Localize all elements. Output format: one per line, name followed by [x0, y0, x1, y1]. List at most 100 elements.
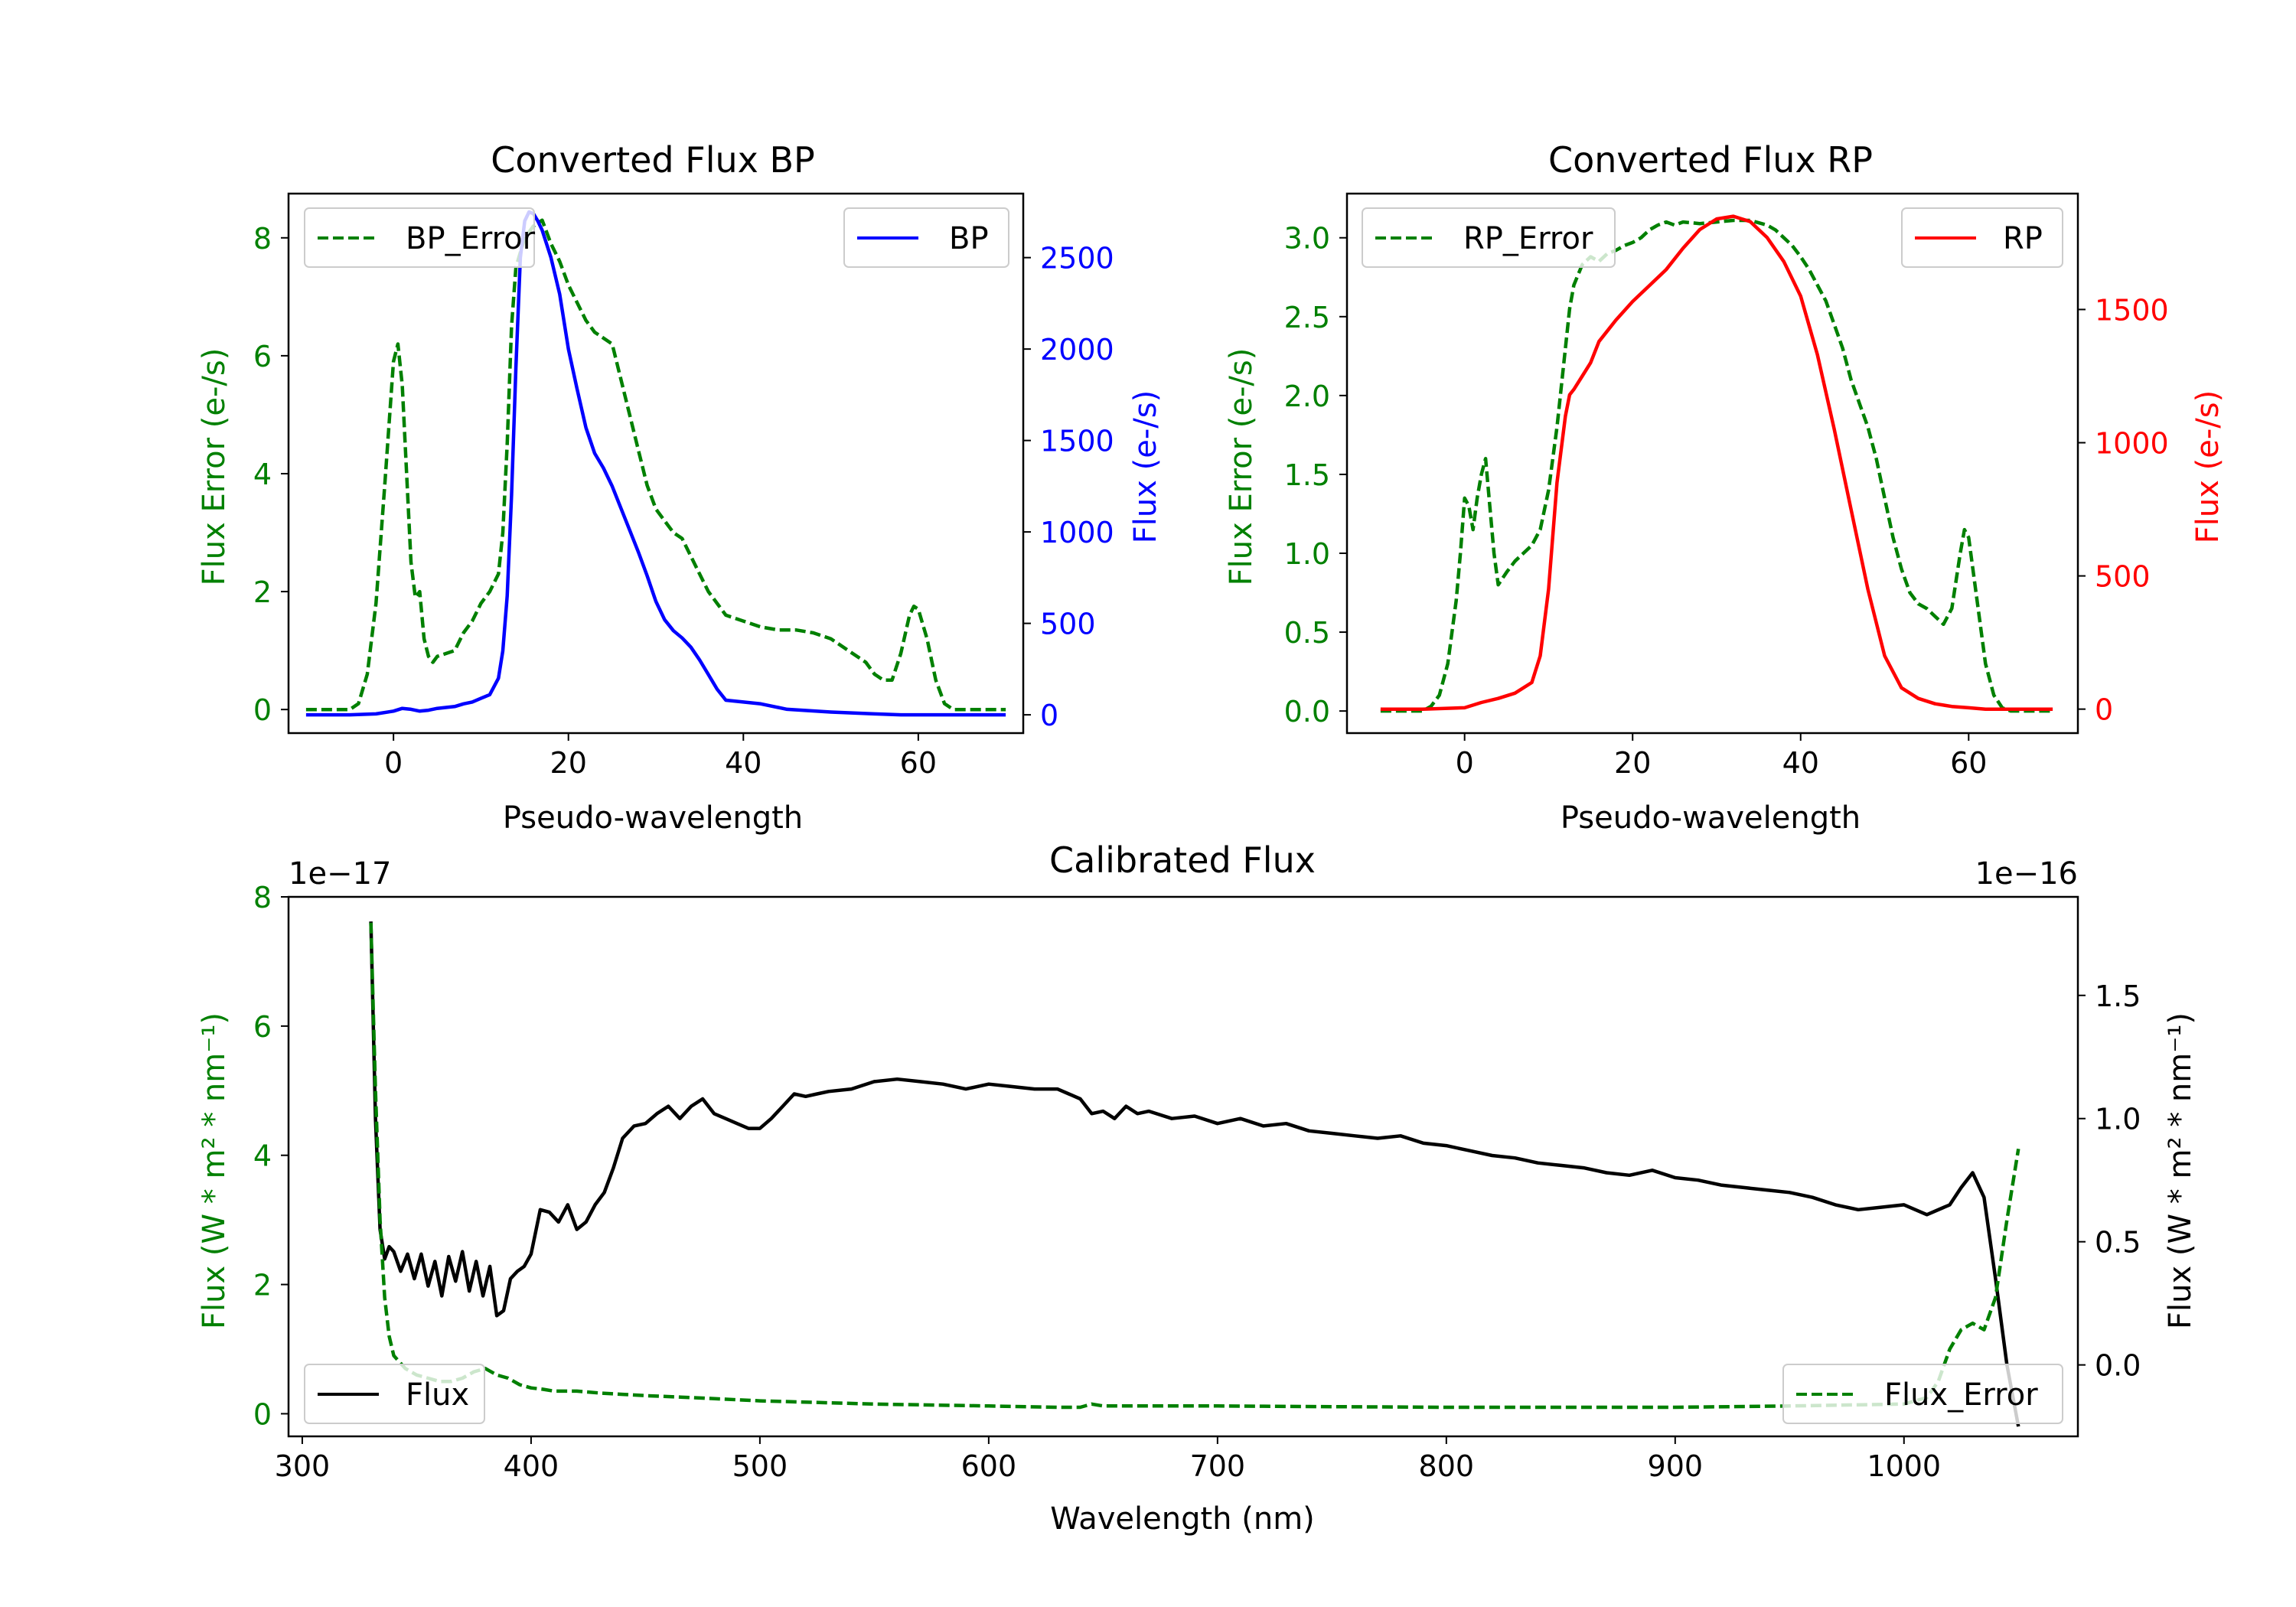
bp-y-right-tick-label: 2500	[1040, 242, 1114, 275]
calibrated-x-tick-label: 300	[275, 1449, 331, 1483]
bp-ylabel-left: Flux Error (e-/s)	[197, 348, 232, 586]
calibrated-x-tick-label: 900	[1648, 1449, 1704, 1483]
calibrated-x-tick-label: 700	[1190, 1449, 1246, 1483]
cal-ylabel-left: Flux (W * m² * nm⁻¹)	[197, 1012, 232, 1329]
rp-ylabel-right: Flux (e-/s)	[2190, 390, 2226, 543]
rp-series-rp-error	[1380, 218, 2053, 713]
rp-legend-right-box	[1901, 207, 2063, 268]
cal-left-offset-text: 1e−17	[289, 856, 391, 892]
rp-x-ticks: 0 20 40 60	[1456, 733, 1987, 780]
bp-legend-left-label: BP_Error	[406, 221, 536, 256]
calibrated-x-tick-label: 600	[961, 1449, 1017, 1483]
bp-legend-right: BP	[843, 207, 1009, 268]
bp-y-right-ticks: 0 500 1000 1500 2000 2500	[1023, 242, 1114, 732]
bp-legend-right-box	[843, 207, 1009, 268]
rp-x-tick-label: 0	[1456, 746, 1474, 780]
bp-y-right-tick-label: 2000	[1040, 333, 1114, 367]
rp-y-right-tick-label: 500	[2095, 560, 2151, 594]
cal-legend-right-label: Flux_Error	[1884, 1377, 2038, 1413]
rp-legend-left-box	[1362, 207, 1616, 268]
cal-right-offset-text: 1e−16	[1975, 856, 2078, 892]
rp-axes-frame	[1345, 192, 2079, 735]
panel-converted-flux-rp: Converted Flux RP Pseudo-wavelength Flux…	[1224, 139, 2226, 836]
rp-y-left-tick-label: 0.5	[1284, 616, 1330, 650]
rp-y-left-tick-label: 1.5	[1284, 458, 1330, 492]
rp-x-tick-label: 60	[1950, 746, 1987, 780]
calibrated-x-tick-label: 400	[504, 1449, 559, 1483]
cal-title: Calibrated Flux	[1049, 839, 1316, 881]
calibrated-y-left-tick-label: 0	[253, 1397, 272, 1431]
cal-y-right-ticks: 0.0 0.5 1.0 1.5	[2078, 980, 2141, 1383]
calibrated-y-right-tick-label: 0.0	[2095, 1349, 2141, 1383]
bp-series-bp	[305, 210, 1006, 717]
panel-calibrated-flux: Calibrated Flux Wavelength (nm) 1e−17 1e…	[197, 839, 2198, 1537]
bp-series	[305, 210, 1006, 717]
bp-y-right-tick-label: 1500	[1040, 425, 1114, 458]
calibrated-series-flux	[369, 921, 2020, 1427]
cal-axes-frame	[287, 895, 2079, 1438]
rp-y-left-ticks: 0.0 0.5 1.0 1.5 2.0 2.5 3.0	[1284, 222, 1347, 729]
rp-legend-right: RP	[1901, 207, 2063, 268]
cal-series	[369, 921, 2020, 1427]
rp-x-tick-label: 20	[1614, 746, 1651, 780]
cal-legend-right: Flux_Error	[1782, 1364, 2063, 1424]
cal-y-left-ticks: 0 2 4 6 8	[253, 881, 289, 1431]
bp-x-ticks: 0 20 40 60	[384, 733, 937, 780]
calibrated-y-left-tick-label: 8	[253, 881, 272, 914]
cal-legend-left-box	[304, 1364, 485, 1424]
bp-y-left-tick-label: 6	[253, 340, 272, 373]
calibrated-y-left-tick-label: 4	[253, 1139, 272, 1173]
cal-x-ticks: 300 400 500 600 700 800 900 1000	[275, 1436, 1941, 1483]
cal-ylabel-right: Flux (W * m² * nm⁻¹)	[2163, 1012, 2198, 1329]
bp-x-tick-label: 60	[900, 746, 937, 780]
rp-series	[1380, 214, 2053, 713]
calibrated-y-left-tick-label: 2	[253, 1269, 272, 1302]
rp-y-right-ticks: 0 500 1000 1500	[2078, 293, 2169, 727]
rp-y-left-tick-label: 2.5	[1284, 301, 1330, 334]
rp-legend-left-label: RP_Error	[1463, 221, 1593, 256]
calibrated-x-tick-label: 1000	[1867, 1449, 1941, 1483]
calibrated-series-flux-error	[369, 922, 2020, 1410]
calibrated-y-right-tick-label: 1.5	[2095, 980, 2141, 1013]
bp-y-left-tick-label: 4	[253, 458, 272, 491]
cal-legend-left-label: Flux	[406, 1377, 469, 1413]
cal-legend-right-box	[1782, 1364, 2063, 1424]
cal-legend-left: Flux	[304, 1364, 485, 1424]
rp-title: Converted Flux RP	[1548, 139, 1873, 181]
bp-xlabel: Pseudo-wavelength	[503, 800, 803, 836]
cal-xlabel: Wavelength (nm)	[1050, 1501, 1315, 1537]
calibrated-x-tick-label: 500	[732, 1449, 788, 1483]
rp-xlabel: Pseudo-wavelength	[1561, 800, 1861, 836]
rp-series-rp	[1380, 214, 2053, 711]
bp-y-left-tick-label: 8	[253, 222, 272, 256]
rp-y-left-tick-label: 2.0	[1284, 380, 1330, 413]
bp-x-tick-label: 40	[725, 746, 762, 780]
panel-converted-flux-bp: Converted Flux BP Pseudo-wavelength Flux…	[197, 139, 1163, 836]
rp-y-left-tick-label: 3.0	[1284, 222, 1330, 256]
bp-x-tick-label: 0	[384, 746, 403, 780]
rp-y-right-tick-label: 1500	[2095, 293, 2169, 327]
rp-x-tick-label: 40	[1782, 746, 1819, 780]
bp-axes-frame	[287, 192, 1025, 735]
bp-legend-left: BP_Error	[304, 207, 536, 268]
calibrated-y-right-tick-label: 1.0	[2095, 1103, 2141, 1136]
bp-y-right-tick-label: 0	[1040, 699, 1058, 732]
bp-title: Converted Flux BP	[491, 139, 815, 181]
bp-y-right-tick-label: 500	[1040, 608, 1096, 641]
bp-y-left-ticks: 0 2 4 6 8	[253, 222, 289, 727]
rp-y-left-tick-label: 1.0	[1284, 537, 1330, 571]
calibrated-y-right-tick-label: 0.5	[2095, 1226, 2141, 1260]
bp-y-left-tick-label: 2	[253, 575, 272, 609]
calibrated-y-left-tick-label: 6	[253, 1010, 272, 1044]
bp-legend-left-box	[304, 207, 535, 268]
rp-y-left-tick-label: 0.0	[1284, 695, 1330, 729]
bp-x-tick-label: 20	[550, 746, 587, 780]
bp-legend-right-label: BP	[949, 221, 989, 256]
bp-y-left-tick-label: 0	[253, 693, 272, 727]
rp-ylabel-left: Flux Error (e-/s)	[1224, 348, 1259, 586]
rp-legend-right-label: RP	[2003, 221, 2043, 256]
rp-y-right-tick-label: 1000	[2095, 427, 2169, 461]
bp-y-right-tick-label: 1000	[1040, 516, 1114, 549]
rp-legend-left: RP_Error	[1362, 207, 1616, 268]
